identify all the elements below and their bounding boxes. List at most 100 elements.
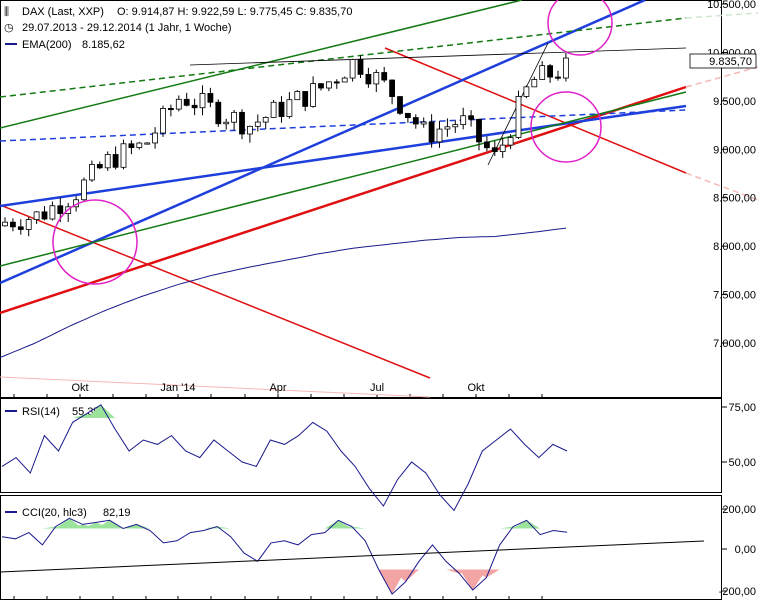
candle-body bbox=[270, 101, 277, 118]
candle-body bbox=[357, 59, 364, 75]
highlight-circle-left bbox=[52, 199, 138, 285]
price-header: ⫼ DAX (Last, XXP) O: 9.914,87 H: 9.922,5… bbox=[4, 6, 352, 51]
candle-body bbox=[152, 132, 159, 144]
x-axis: Okt Jan '14 Apr Jul Okt bbox=[71, 382, 484, 394]
rsi-tick-50: 50,00 bbox=[728, 457, 756, 469]
candle-body bbox=[491, 147, 498, 152]
candle-body bbox=[17, 226, 24, 230]
candle-body bbox=[223, 121, 230, 125]
candle-body bbox=[302, 91, 309, 107]
cci-line bbox=[1, 517, 568, 595]
trendline-red-falling bbox=[0, 173, 686, 202]
candle-body bbox=[286, 99, 293, 117]
price-y-tick-label: 8.500,00 bbox=[713, 193, 756, 205]
candle-body bbox=[468, 115, 475, 120]
candle-body bbox=[96, 164, 103, 169]
ema-200-line bbox=[0, 227, 567, 358]
rsi-panel-frame bbox=[0, 398, 722, 493]
trendline-red-rising bbox=[0, 85, 687, 315]
ema-value: 8.185,62 bbox=[82, 39, 125, 51]
candle-body bbox=[175, 98, 182, 110]
trendline-green-lower bbox=[0, 91, 687, 267]
trendline-extension bbox=[685, 172, 758, 201]
trendline-green-upper bbox=[0, 0, 523, 129]
candle-body bbox=[104, 154, 111, 169]
candle-body bbox=[563, 57, 569, 79]
svg-text:50,00: 50,00 bbox=[728, 457, 756, 469]
candles bbox=[2, 52, 569, 237]
cci-overbought-fill bbox=[42, 518, 541, 529]
x-tick-label: Jul bbox=[370, 382, 384, 394]
candle-body bbox=[136, 142, 143, 148]
candle-body bbox=[412, 117, 419, 125]
candle-body bbox=[41, 211, 48, 220]
period-range: 29.07.2013 - 29.12.2014 (1 Jahr, 1 Woche… bbox=[22, 22, 232, 34]
candle-body bbox=[555, 76, 561, 79]
candle-body bbox=[373, 72, 380, 85]
candle-body bbox=[231, 111, 238, 123]
trendline-extension bbox=[685, 12, 758, 19]
candle-body bbox=[539, 65, 546, 80]
svg-text:DAX (Last, XXP): DAX (Last, XXP) bbox=[22, 6, 104, 18]
candle-body bbox=[325, 81, 332, 89]
svg-text:EMA(200): EMA(200) bbox=[22, 39, 72, 51]
candle-body bbox=[9, 221, 16, 228]
x-tick-label: Apr bbox=[269, 382, 286, 394]
svg-text:-200,00: -200,00 bbox=[719, 586, 756, 598]
rsi-legend-swatch bbox=[5, 410, 17, 412]
candle-body bbox=[112, 154, 119, 168]
candle-body bbox=[160, 108, 166, 134]
candle-body bbox=[547, 65, 553, 78]
candle-body bbox=[507, 137, 514, 146]
cci-legend-swatch bbox=[5, 511, 17, 513]
candle-body bbox=[81, 179, 87, 201]
price-y-tick-label: 9.500,00 bbox=[713, 96, 756, 108]
chart-type-icon: ⫼ bbox=[4, 6, 9, 18]
candle-body bbox=[365, 73, 372, 85]
candle-body bbox=[436, 128, 443, 143]
trendline-blue-steep bbox=[0, 0, 646, 285]
rsi-overbought-fill bbox=[72, 404, 115, 418]
svg-text:75,00: 75,00 bbox=[728, 402, 756, 414]
candle-body bbox=[428, 121, 435, 143]
rsi-tick-75: 75,00 bbox=[728, 402, 756, 414]
candle-body bbox=[381, 72, 388, 81]
candle-body bbox=[397, 96, 403, 114]
rsi-line bbox=[1, 404, 568, 512]
svg-text:82,19: 82,19 bbox=[103, 507, 131, 519]
candle-body bbox=[452, 124, 459, 128]
highlight-circle-top bbox=[547, 0, 613, 56]
price-y-tick-label: 9.000,00 bbox=[713, 144, 756, 156]
svg-text:CCI(20, hlc3): CCI(20, hlc3) bbox=[22, 507, 87, 519]
candle-body bbox=[404, 112, 411, 118]
rsi-panel: RSI(14) 55,35 75,00 50,00 bbox=[1, 402, 756, 512]
candle-body bbox=[120, 143, 127, 168]
candle-body bbox=[33, 211, 40, 220]
cci-panel: CCI(20, hlc3) 82,19 200,00 0,00 -200,00 bbox=[0, 504, 756, 598]
price-y-tick-label: 8.000,00 bbox=[713, 241, 756, 253]
candle-body bbox=[254, 121, 261, 127]
candle-body bbox=[444, 126, 451, 130]
candle-body bbox=[89, 164, 95, 181]
clock-icon: ◷ bbox=[4, 22, 14, 34]
candle-body bbox=[25, 219, 32, 230]
candle-body bbox=[262, 116, 269, 123]
highlight-circle-bottom bbox=[530, 91, 602, 163]
candle-body bbox=[2, 221, 8, 227]
candle-body bbox=[207, 93, 214, 103]
candle-body bbox=[199, 93, 206, 109]
cci-trendline bbox=[0, 540, 705, 573]
cci-label: CCI(20, hlc3) bbox=[22, 507, 87, 519]
candle-body bbox=[239, 111, 245, 135]
candle-body bbox=[144, 142, 151, 145]
candle-body bbox=[246, 125, 253, 135]
candle-body bbox=[183, 98, 190, 106]
candle-body bbox=[341, 77, 348, 83]
price-panel-frame bbox=[0, 0, 722, 398]
candle-body bbox=[294, 91, 301, 101]
candle-body bbox=[318, 83, 324, 89]
ema-label: EMA(200) bbox=[22, 39, 72, 51]
candle-body bbox=[531, 79, 538, 88]
candle-body bbox=[476, 118, 482, 143]
